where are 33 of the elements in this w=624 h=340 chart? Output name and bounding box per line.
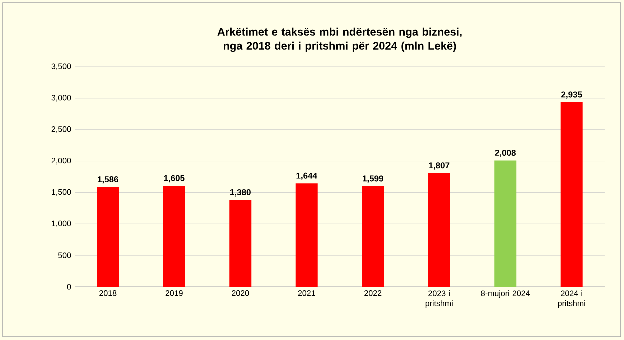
x-tick-label: 2023 i pritshmi <box>426 290 453 308</box>
bar <box>362 186 384 287</box>
y-tick-label: 500 <box>58 252 72 258</box>
bar <box>230 200 252 287</box>
data-label: 1,605 <box>164 175 185 183</box>
x-tick-label: 2021 <box>298 290 316 296</box>
bar <box>97 187 120 287</box>
bar <box>163 186 186 287</box>
data-label: 1,380 <box>230 189 251 197</box>
bar <box>428 173 450 287</box>
y-tick-label: 3,500 <box>52 64 72 70</box>
data-label: 1,599 <box>363 176 384 183</box>
bar <box>296 184 318 287</box>
data-label: 1,807 <box>429 162 450 170</box>
chart-title: Arkëtimet e taksës mbi ndërtesën nga biznesi, nga 2018 deri i pritshmi për 2024 (mln Lekë) <box>218 28 462 52</box>
data-label: 2,935 <box>562 92 582 99</box>
y-tick-label: 1,000 <box>52 220 72 228</box>
y-tick-label: 0 <box>67 284 72 290</box>
x-tick-label: 2024 i pritshmi <box>558 290 586 308</box>
bar <box>494 160 517 287</box>
x-tick-label: 2019 <box>166 290 183 296</box>
y-tick-label: 1,500 <box>52 189 72 196</box>
x-tick-label: 2022 <box>364 290 382 296</box>
y-tick-label: 2,500 <box>52 126 72 134</box>
x-tick-label: 8-mujori 2024 <box>481 290 530 298</box>
x-tick-label: 2018 <box>100 290 117 296</box>
data-label: 1,644 <box>296 172 318 180</box>
x-tick-label: 2020 <box>232 290 250 296</box>
data-label: 1,586 <box>98 176 118 184</box>
y-tick-label: 2,000 <box>52 158 72 165</box>
data-label: 2,008 <box>495 150 516 158</box>
y-tick-label: 3,000 <box>52 95 72 102</box>
bar <box>560 102 583 287</box>
